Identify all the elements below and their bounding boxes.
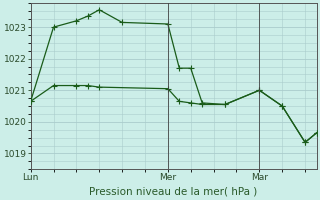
X-axis label: Pression niveau de la mer( hPa ): Pression niveau de la mer( hPa ) [90, 187, 258, 197]
